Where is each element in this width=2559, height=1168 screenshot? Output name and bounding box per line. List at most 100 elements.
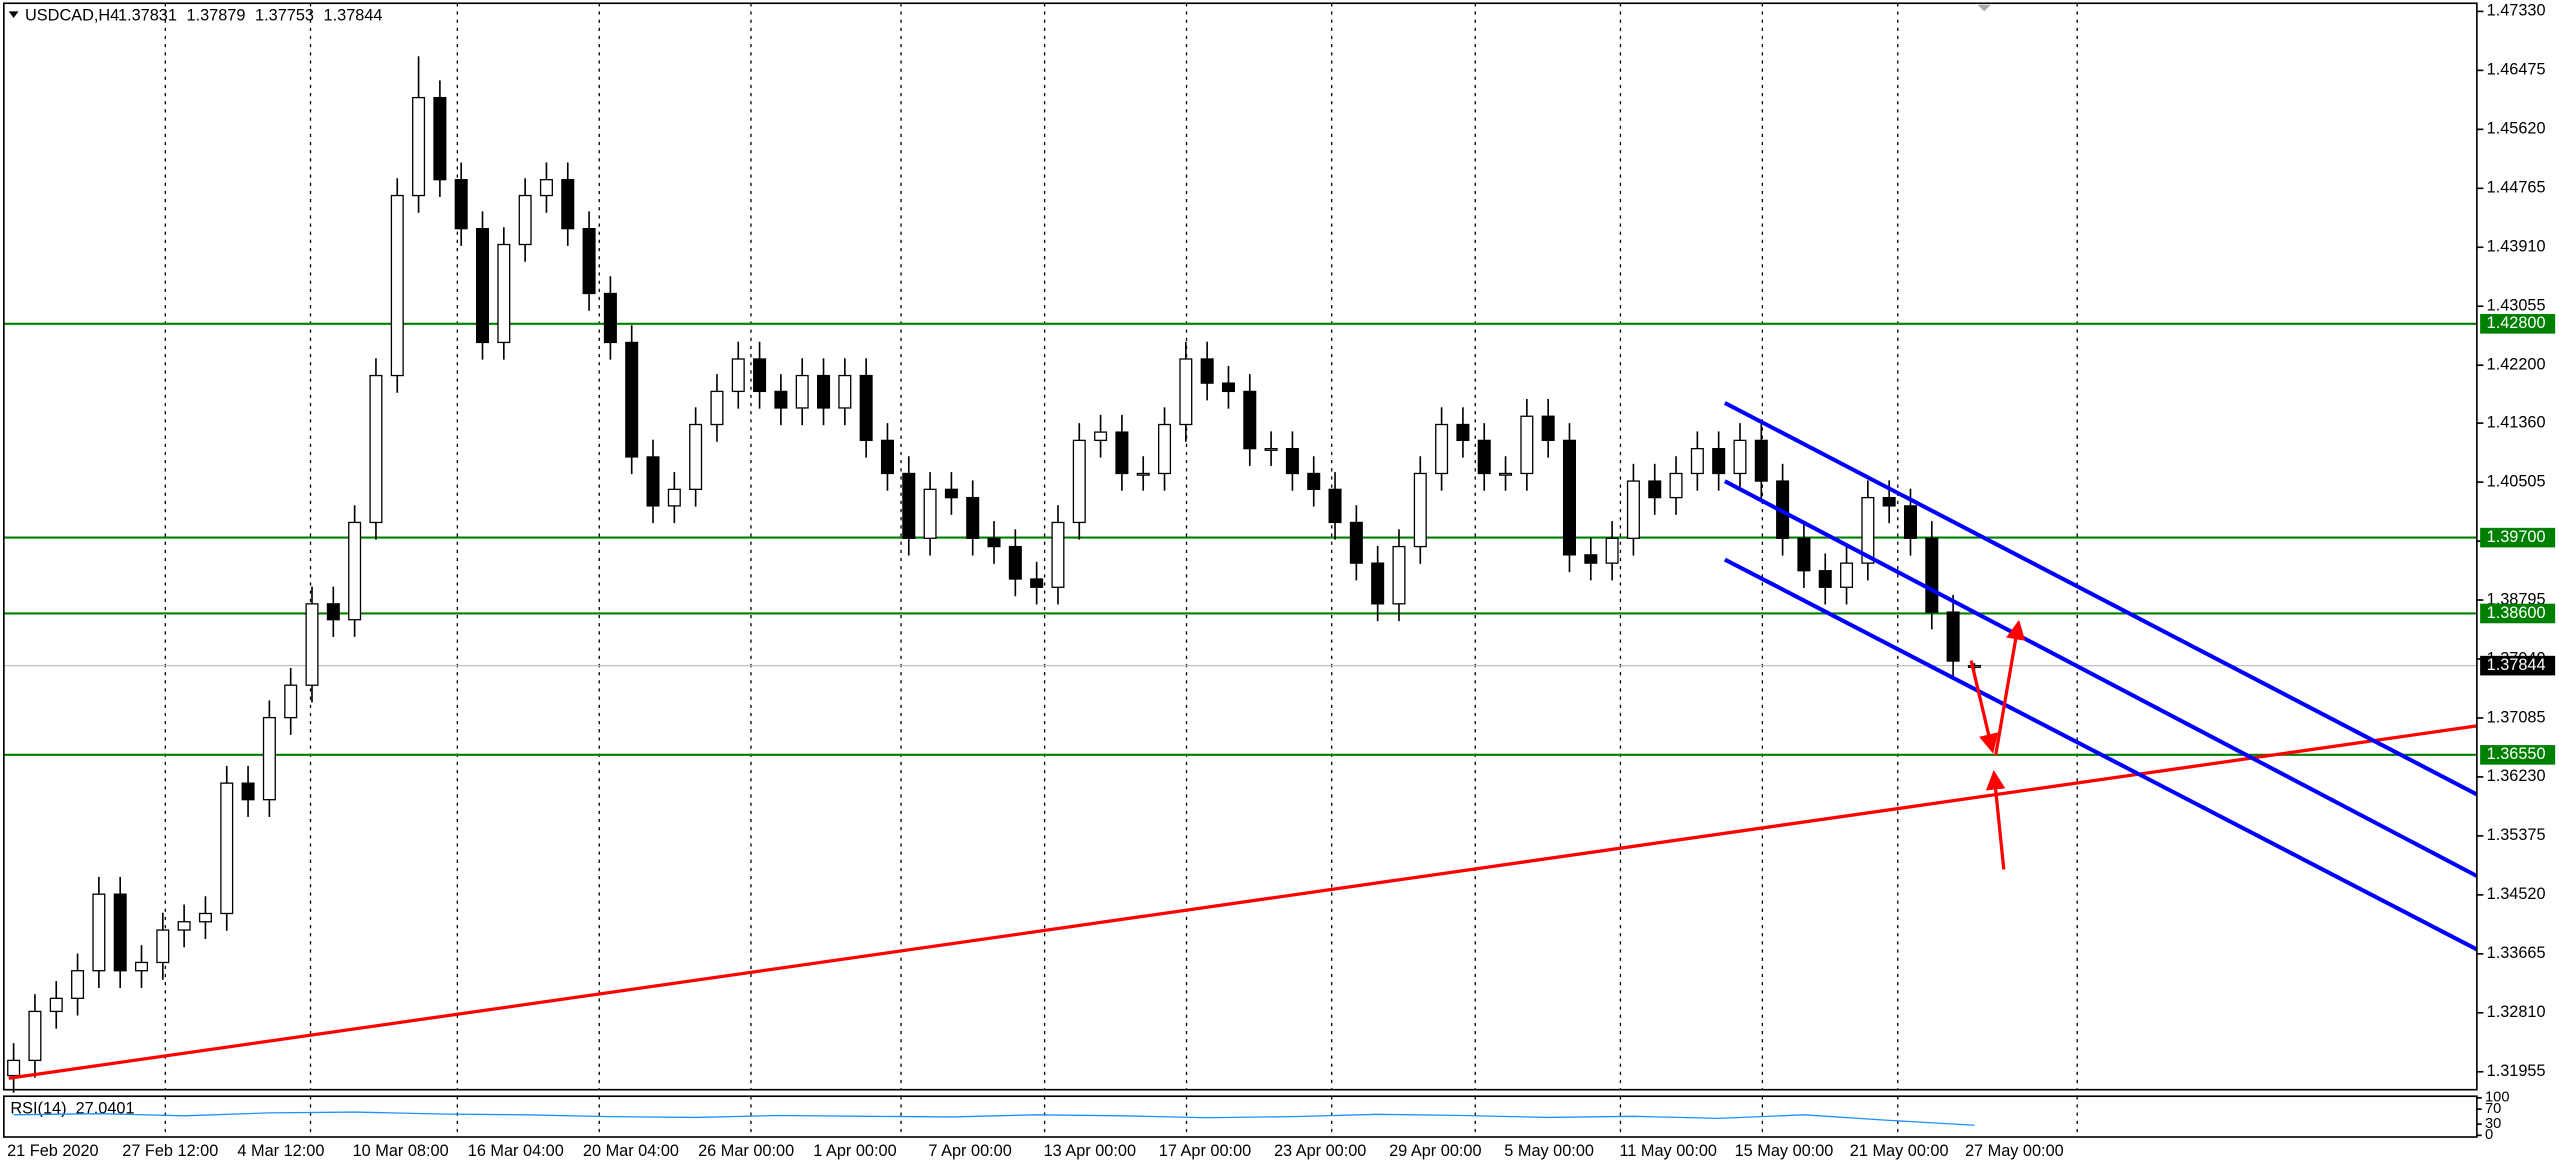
candle-body bbox=[71, 970, 85, 999]
candle-body bbox=[1903, 505, 1918, 539]
candle-body bbox=[113, 893, 127, 972]
indicator-frame bbox=[3, 1095, 2478, 1138]
x-tick-label: 27 May 00:00 bbox=[1965, 1142, 2064, 1160]
y-tick-label: 1.34520 bbox=[2487, 885, 2546, 903]
channel-line bbox=[1723, 557, 2478, 952]
candle-body bbox=[1861, 496, 1875, 564]
symbol-icon bbox=[8, 11, 19, 18]
candle-body bbox=[731, 358, 745, 393]
main-frame bbox=[3, 2, 2478, 1091]
candle-body bbox=[582, 227, 596, 295]
candle-body bbox=[1733, 439, 1747, 475]
candle-body bbox=[1115, 431, 1129, 475]
candle-body bbox=[1712, 447, 1726, 475]
x-tick-label: 29 Apr 00:00 bbox=[1389, 1142, 1481, 1160]
candle-body bbox=[1264, 447, 1278, 451]
candles bbox=[7, 56, 1981, 1093]
candle-body bbox=[603, 292, 617, 344]
candle-body bbox=[1840, 562, 1854, 588]
candle-body bbox=[1946, 611, 1960, 662]
axes bbox=[3, 2, 2478, 1138]
levels bbox=[3, 322, 2477, 756]
candle-body bbox=[1179, 358, 1193, 426]
candle-body bbox=[262, 716, 276, 801]
candle-body bbox=[1158, 423, 1172, 475]
candle-body bbox=[710, 390, 724, 426]
x-tick-label: 17 Apr 00:00 bbox=[1159, 1142, 1251, 1160]
candle-body bbox=[1477, 439, 1491, 475]
candle-body bbox=[1285, 447, 1299, 475]
y-tick-label: 1.43055 bbox=[2487, 297, 2546, 315]
candle-body bbox=[1797, 537, 1811, 572]
y-tick-label: 1.36230 bbox=[2487, 767, 2546, 785]
y-tick-label: 1.43910 bbox=[2487, 238, 2546, 256]
candle-body bbox=[220, 782, 234, 915]
level-label: 1.38600 bbox=[2487, 604, 2546, 622]
candle-body bbox=[1051, 521, 1065, 588]
candle-body bbox=[1584, 554, 1598, 564]
x-tick-label: 27 Feb 12:00 bbox=[122, 1142, 218, 1160]
candle-body bbox=[1307, 472, 1321, 490]
candle-body bbox=[625, 341, 639, 458]
candle-body bbox=[795, 374, 809, 409]
candle-body bbox=[326, 603, 340, 621]
candle-body bbox=[7, 1059, 21, 1077]
price-label: 1.37844 bbox=[2487, 656, 2546, 674]
candle-body bbox=[454, 179, 468, 230]
header-high: 1.37879 bbox=[187, 7, 246, 25]
y-tick-label: 1.37085 bbox=[2487, 708, 2546, 726]
indicator-tick-label: 30 bbox=[2485, 1116, 2501, 1132]
candle-body bbox=[1520, 415, 1534, 475]
candle-body bbox=[880, 439, 894, 475]
candle-body bbox=[1626, 480, 1640, 539]
x-tick-label: 11 May 00:00 bbox=[1619, 1142, 1717, 1160]
x-tick-label: 26 Mar 00:00 bbox=[698, 1142, 794, 1160]
x-tick-label: 13 Apr 00:00 bbox=[1044, 1142, 1136, 1160]
candle-body bbox=[28, 1010, 42, 1062]
y-tick-label: 1.45620 bbox=[2487, 120, 2546, 138]
candle-body bbox=[1669, 472, 1683, 499]
x-tick-label: 21 May 00:00 bbox=[1850, 1142, 1949, 1160]
channel-line bbox=[1723, 479, 2478, 878]
candle-body bbox=[1392, 545, 1406, 605]
candle-body bbox=[92, 893, 106, 972]
candle-body bbox=[1371, 562, 1385, 605]
level-tag bbox=[2480, 603, 2556, 624]
x-tick-label: 1 Apr 00:00 bbox=[813, 1142, 896, 1160]
candle-body bbox=[433, 96, 447, 181]
candle-body bbox=[1967, 664, 1981, 668]
candle-body bbox=[817, 374, 831, 409]
x-tick-label: 5 May 00:00 bbox=[1504, 1142, 1594, 1160]
x-tick-label: 16 Mar 04:00 bbox=[468, 1142, 564, 1160]
candle-body bbox=[1818, 570, 1832, 588]
trend-line bbox=[8, 724, 2478, 1080]
x-tick-label: 20 Mar 04:00 bbox=[583, 1142, 679, 1160]
candle-body bbox=[518, 194, 532, 246]
candle-body bbox=[1072, 439, 1086, 524]
x-tick-label: 10 Mar 08:00 bbox=[353, 1142, 449, 1160]
header-low: 1.37753 bbox=[255, 7, 314, 25]
candle-body bbox=[1136, 472, 1150, 476]
indicator-tick-label: 70 bbox=[2485, 1101, 2501, 1117]
candle-body bbox=[1094, 431, 1108, 442]
candle-body bbox=[1882, 496, 1896, 507]
candle-body bbox=[1754, 439, 1768, 482]
candle-body bbox=[1200, 358, 1214, 384]
candle-body bbox=[49, 997, 63, 1013]
candle-body bbox=[412, 96, 426, 197]
level-tag bbox=[2480, 745, 2556, 765]
candle-body bbox=[1690, 447, 1704, 475]
arrow bbox=[1969, 660, 1999, 754]
candle-body bbox=[667, 488, 681, 507]
x-tick-label: 4 Mar 12:00 bbox=[237, 1142, 324, 1160]
header-open: 1.37831 bbox=[118, 7, 177, 25]
candle-body bbox=[561, 179, 575, 230]
candle-body bbox=[241, 782, 255, 801]
x-tick-label: 15 May 00:00 bbox=[1735, 1142, 1834, 1160]
candle-body bbox=[348, 521, 362, 621]
candle-body bbox=[1243, 390, 1257, 450]
y-tick-label: 1.31955 bbox=[2487, 1062, 2546, 1080]
